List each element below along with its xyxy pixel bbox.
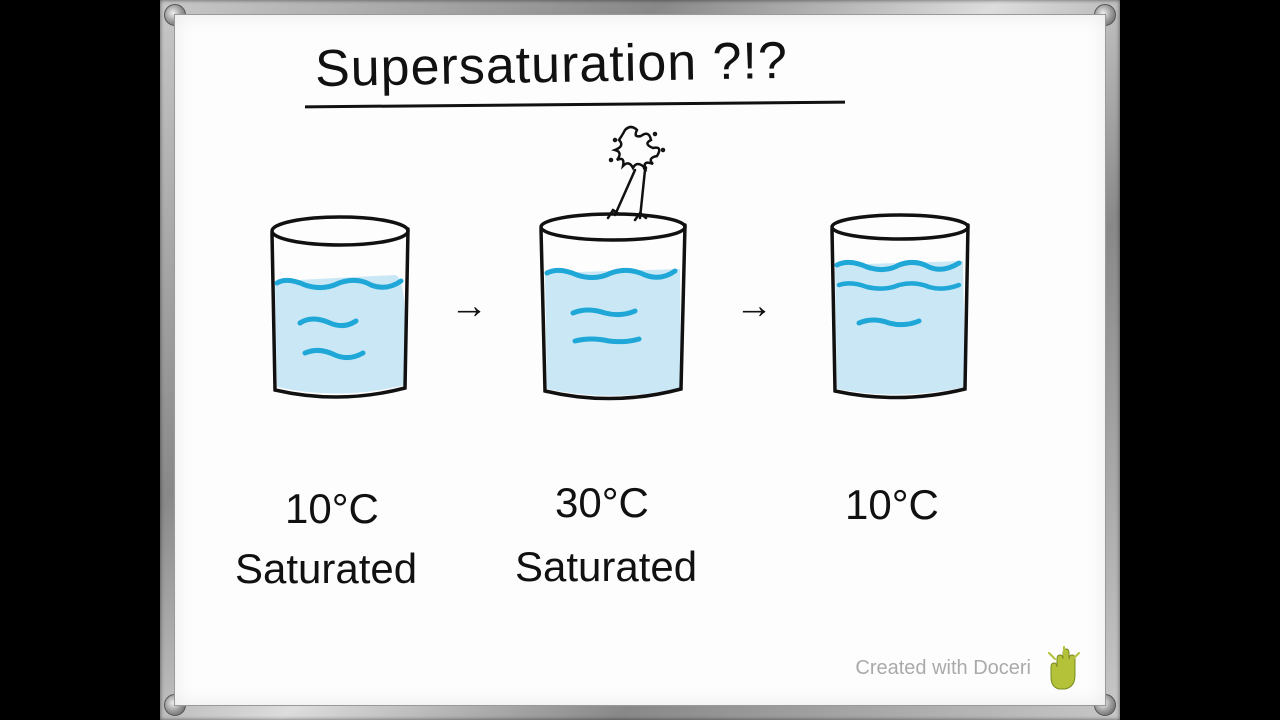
labels-row: 10°C Saturated 30°C Saturated 10°C [255,485,1055,665]
beaker-3 [815,205,995,405]
beaker-1-state: Saturated [235,545,417,593]
title-underline [305,101,845,109]
beaker-2-state: Saturated [515,543,697,591]
whiteboard-surface: Supersaturation ?!? [174,14,1106,706]
beaker-3-temp: 10°C [845,481,939,529]
whiteboard-frame: Supersaturation ?!? [160,0,1120,720]
beaker-1-temp: 10°C [285,485,379,533]
beaker-2-temp: 30°C [555,479,649,527]
watermark: Created with Doceri [855,645,1087,691]
beaker-icon [525,203,705,408]
page-title: Supersaturation ?!? [315,31,789,99]
diagram-row: → → [235,165,1055,485]
beaker-icon [255,205,425,405]
arrow-2: → [735,285,773,328]
arrow-1: → [450,285,488,328]
beaker-1 [255,205,435,405]
letterbox-left [0,0,160,720]
letterbox-right [1120,0,1280,720]
beaker-icon [815,205,985,405]
doceri-hand-icon [1041,645,1087,691]
beaker-2 [525,203,705,408]
watermark-text: Created with Doceri [855,657,1031,680]
